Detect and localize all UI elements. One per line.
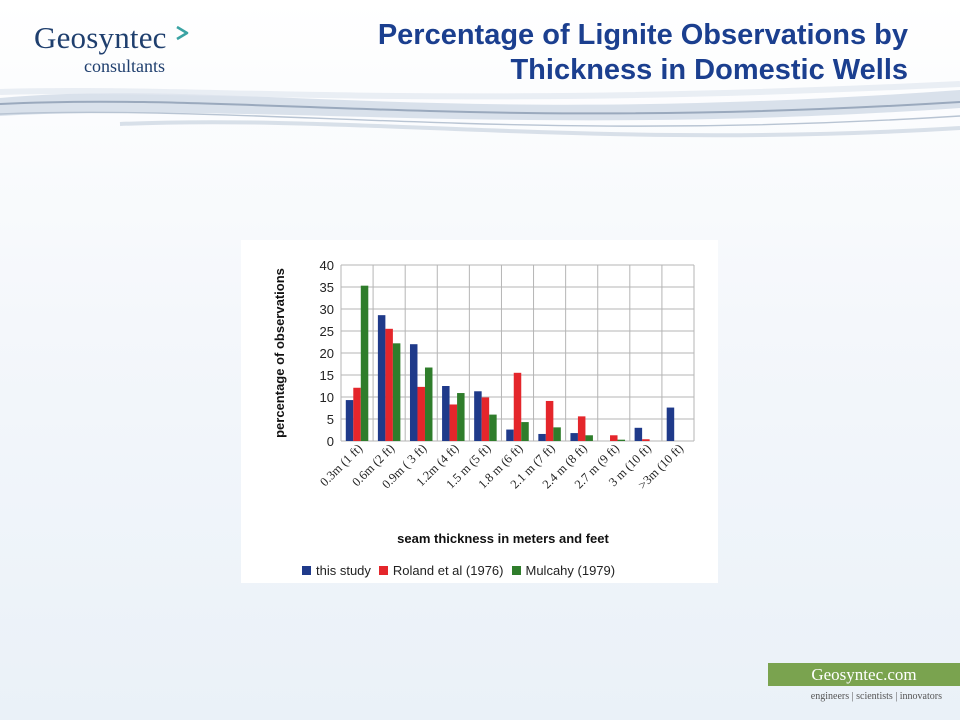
bar-this-study-1: [377, 315, 386, 441]
bar-mulcahy-1979-1: [392, 343, 401, 441]
bar-this-study-2: [409, 344, 418, 441]
legend-label: Mulcahy (1979): [525, 563, 616, 578]
legend-item: Roland et al (1976): [378, 563, 504, 578]
bar-roland-et-al-1976-0: [353, 387, 361, 441]
legend-item: Mulcahy (1979): [511, 563, 616, 578]
slide-title-line-2: Thickness in Domestic Wells: [510, 54, 908, 86]
company-logo: Geosyntec consultants: [34, 20, 189, 77]
y-tick-label: 20: [320, 346, 334, 361]
legend-swatch: [511, 566, 521, 575]
bar-this-study-9: [634, 427, 643, 441]
header-swoosh-decoration: [0, 81, 960, 138]
y-tick-label: 35: [320, 280, 334, 295]
y-tick-label: 10: [320, 390, 334, 405]
y-axis-title: percentage of observations: [272, 268, 287, 438]
x-axis-title: seam thickness in meters and feet: [397, 531, 609, 546]
y-tick-label: 5: [327, 412, 334, 427]
bar-mulcahy-1979-6: [553, 427, 561, 441]
bar-roland-et-al-1976-4: [481, 397, 490, 441]
y-tick-label: 0: [327, 434, 334, 449]
bar-roland-et-al-1976-7: [577, 416, 586, 441]
bar-roland-et-al-1976-6: [545, 400, 554, 441]
y-tick-label: 40: [320, 258, 334, 273]
chart-panel: 0 5 10 15 20 25 30 35 40 0.3m (1 ft) 0.6m (2 ft) 0.…: [241, 240, 718, 583]
bar-mulcahy-1979-2: [424, 367, 433, 441]
bar-roland-et-al-1976-3: [449, 404, 458, 441]
bar-this-study-7: [570, 433, 578, 441]
bar-mulcahy-1979-7: [585, 435, 593, 441]
footer-tagline: engineers | scientists | innovators: [810, 691, 942, 702]
logo-name: Geosyntec: [34, 20, 167, 55]
bar-this-study-6: [538, 433, 546, 441]
bar-roland-et-al-1976-8: [610, 435, 618, 441]
logo-arrow-icon: [176, 25, 189, 41]
bar-mulcahy-1979-3: [457, 393, 465, 441]
slide-title-line-1: Percentage of Lignite Observations by: [377, 19, 908, 51]
legend-swatch: [302, 566, 311, 575]
bar-this-study-5: [506, 429, 514, 441]
legend-label: Roland et al (1976): [392, 563, 504, 578]
bar-roland-et-al-1976-9: [642, 439, 650, 441]
bar-mulcahy-1979-4: [489, 414, 497, 441]
y-tick-label: 30: [320, 302, 334, 317]
bar-this-study-10: [666, 407, 675, 441]
logo-subtitle: consultants: [84, 56, 165, 76]
legend-label: this study: [316, 563, 371, 578]
bar-roland-et-al-1976-2: [417, 386, 425, 441]
legend-item: this study: [302, 563, 371, 578]
legend-swatch: [378, 566, 388, 575]
bar-roland-et-al-1976-1: [385, 328, 393, 441]
bar-mulcahy-1979-5: [521, 422, 529, 441]
chart-legend: this study Roland et al (1976) Mulcahy (19…: [302, 563, 623, 578]
bar-this-study-3: [442, 386, 450, 441]
bar-roland-et-al-1976-5: [513, 372, 522, 441]
footer-website: Geosyntec.com: [768, 663, 960, 686]
slide-title: Percentage of Lignite Observations by Th…: [268, 18, 908, 88]
bar-mulcahy-1979-8: [617, 439, 626, 441]
y-tick-label: 25: [320, 324, 334, 339]
bar-this-study-0: [345, 400, 354, 441]
bar-mulcahy-1979-0: [360, 285, 369, 441]
y-tick-label: 15: [320, 368, 334, 383]
bar-this-study-4: [474, 391, 482, 441]
